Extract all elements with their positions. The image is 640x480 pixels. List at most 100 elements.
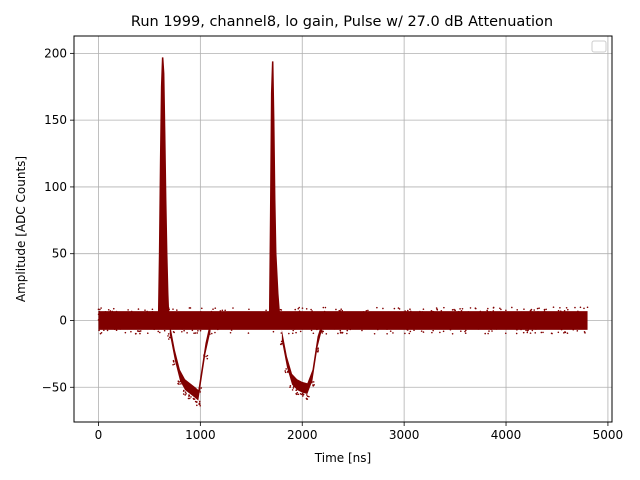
scatter-point — [337, 322, 340, 325]
scatter-point — [449, 328, 452, 331]
scatter-point — [188, 318, 190, 321]
scatter-point — [123, 325, 126, 327]
scatter-point — [344, 314, 347, 317]
scatter-point — [111, 310, 114, 313]
scatter-point — [107, 327, 110, 329]
scatter-point — [232, 307, 234, 309]
scatter-point — [586, 306, 589, 309]
scatter-point — [564, 331, 566, 333]
scatter-point — [180, 383, 182, 385]
scatter-point — [286, 371, 289, 373]
scatter-point — [156, 327, 158, 329]
scatter-point — [217, 326, 219, 329]
scatter-point — [113, 328, 116, 331]
scatter-point — [457, 324, 459, 326]
scatter-point — [311, 327, 314, 330]
scatter-point — [296, 391, 299, 394]
scatter-point — [557, 331, 560, 334]
scatter-point — [168, 338, 170, 340]
scatter-point — [267, 322, 270, 324]
scatter-point — [420, 321, 422, 324]
scatter-point — [377, 318, 379, 321]
scatter-point — [97, 308, 100, 311]
scatter-point — [116, 321, 119, 324]
scatter-point — [410, 314, 413, 316]
scatter-point — [490, 328, 492, 331]
scatter-point — [104, 318, 107, 320]
scatter-point — [460, 330, 462, 333]
scatter-point — [349, 328, 352, 331]
scatter-point — [489, 311, 492, 313]
scatter-point — [195, 315, 198, 318]
scatter-point — [312, 332, 315, 335]
scatter-point — [160, 323, 162, 326]
scatter-point — [146, 311, 149, 314]
scatter-point — [519, 315, 522, 318]
scatter-point — [422, 331, 425, 333]
scatter-point — [319, 313, 321, 316]
scatter-point — [560, 314, 563, 316]
scatter-point — [193, 332, 195, 335]
scatter-point — [495, 328, 498, 330]
scatter-point — [293, 328, 296, 330]
scatter-point — [532, 315, 535, 317]
scatter-point — [279, 324, 282, 326]
pulse-peak — [157, 57, 170, 322]
scatter-point — [137, 308, 140, 310]
scatter-point — [576, 330, 579, 332]
scatter-point — [547, 319, 549, 322]
scatter-point — [514, 322, 517, 324]
scatter-point — [173, 319, 176, 322]
scatter-point — [520, 311, 523, 313]
scatter-point — [324, 306, 327, 309]
scatter-point — [400, 313, 402, 316]
scatter-point — [198, 389, 201, 391]
scatter-point — [532, 313, 535, 316]
scatter-point — [322, 322, 325, 325]
scatter-point — [490, 319, 492, 322]
scatter-point — [505, 327, 507, 330]
scatter-point — [107, 309, 110, 311]
y-tick-label: 200 — [44, 46, 67, 60]
scatter-point — [217, 328, 219, 331]
scatter-point — [415, 316, 417, 319]
scatter-point — [424, 313, 427, 315]
scatter-point — [152, 326, 154, 329]
scatter-point — [310, 327, 312, 329]
scatter-point — [198, 400, 201, 403]
scatter-point — [200, 311, 202, 313]
scatter-point — [372, 319, 374, 322]
scatter-point — [230, 329, 233, 331]
scatter-point — [175, 323, 178, 326]
scatter-point — [546, 313, 548, 316]
scatter-point — [199, 318, 201, 320]
scatter-point — [564, 312, 567, 314]
scatter-point — [176, 309, 178, 311]
scatter-point — [169, 334, 172, 337]
scatter-point — [154, 321, 156, 324]
scatter-point — [466, 312, 469, 314]
scatter-point — [322, 328, 324, 330]
scatter-point — [214, 307, 217, 309]
scatter-point — [441, 312, 444, 315]
scatter-point — [471, 325, 473, 328]
scatter-point — [499, 321, 502, 324]
scatter-point — [243, 326, 245, 328]
scatter-point — [346, 329, 349, 332]
scatter-point — [470, 316, 472, 319]
scatter-point — [428, 327, 430, 330]
scatter-point — [114, 318, 116, 320]
scatter-point — [194, 326, 197, 329]
scatter-point — [310, 329, 313, 332]
scatter-point — [486, 309, 488, 312]
scatter-point — [404, 332, 406, 335]
scatter-point — [491, 330, 493, 332]
scatter-point — [131, 316, 133, 319]
scatter-point — [129, 313, 132, 316]
scatter-point — [453, 319, 455, 322]
scatter-point — [284, 370, 286, 372]
scatter-point — [377, 316, 379, 318]
scatter-point — [198, 402, 201, 404]
scatter-point — [479, 310, 482, 313]
